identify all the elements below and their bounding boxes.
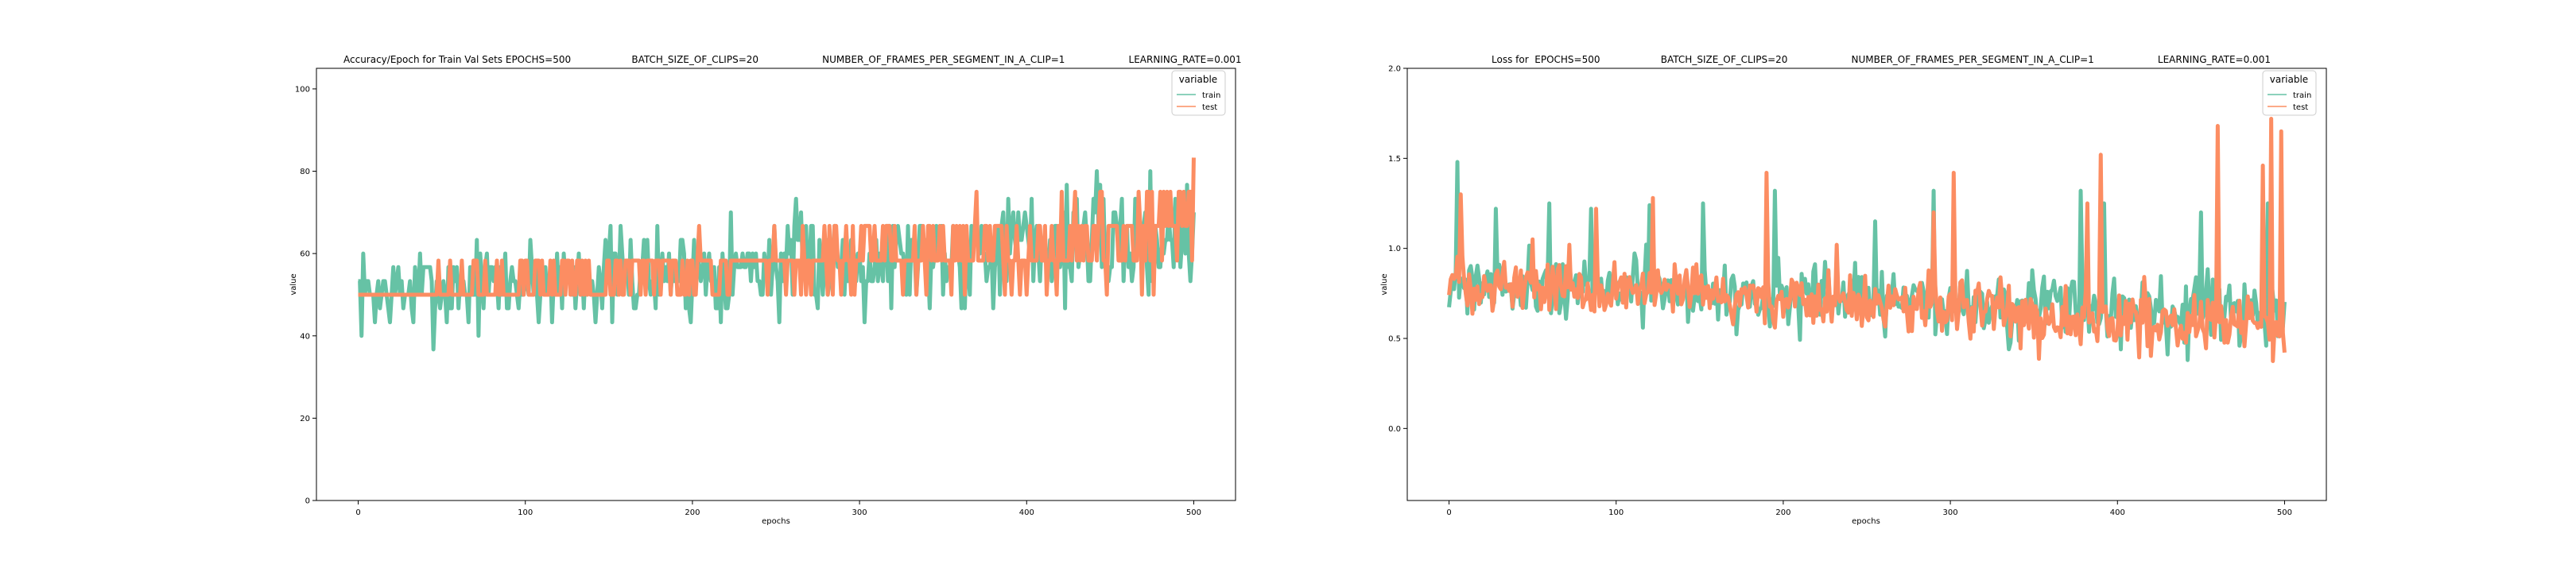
y-tick-label: 80 [300, 168, 310, 176]
x-tick-label: 0 [355, 508, 360, 517]
y-tick-label: 60 [300, 250, 310, 259]
x-axis-label: epochs [762, 517, 790, 526]
legend-box [1171, 70, 1226, 116]
y-tick-label: 40 [300, 332, 310, 341]
x-tick-label: 300 [852, 508, 867, 517]
x-tick-label: 200 [685, 508, 700, 517]
axes-frame [1406, 68, 2327, 501]
legend-item-train: train [2293, 91, 2311, 100]
x-tick-label: 100 [1608, 508, 1624, 517]
legend: variable train test [2262, 70, 2317, 116]
x-tick-label: 0 [1446, 508, 1451, 517]
y-tick-label: 0.5 [1388, 335, 1401, 344]
x-tick-label: 400 [1019, 508, 1034, 517]
axis-ticks: 0 100 200 300 400 500 0 20 40 60 80 100 [295, 85, 1201, 517]
x-tick-label: 500 [2277, 508, 2292, 517]
series-line-test [358, 157, 1196, 297]
legend-title: variable [2270, 74, 2308, 85]
x-tick-label: 400 [2110, 508, 2125, 517]
y-tick-label: 0.0 [1388, 425, 1401, 434]
x-tick-label: 100 [518, 508, 533, 517]
axis-ticks: 0 100 200 300 400 500 0.0 0.5 1.0 1.5 2.0 [1388, 65, 2292, 518]
axes-frame [316, 68, 1236, 501]
y-tick-label: 1.0 [1388, 245, 1401, 253]
x-tick-label: 200 [1775, 508, 1790, 517]
y-axis-label: value [1380, 273, 1389, 295]
y-tick-label: 20 [300, 415, 310, 423]
legend-item-test: test [1202, 103, 1217, 112]
loss-chart: Loss for EPOCHS=500 BATCH_SIZE_OF_CLIPS=… [1380, 54, 2327, 526]
legend-item-test: test [2293, 103, 2308, 112]
chart-title: Accuracy/Epoch for Train Val Sets EPOCHS… [343, 54, 1242, 65]
accuracy-chart: Accuracy/Epoch for Train Val Sets EPOCHS… [289, 54, 1242, 526]
y-tick-label: 2.0 [1388, 65, 1401, 74]
y-tick-label: 1.5 [1388, 155, 1401, 164]
y-tick-label: 0 [305, 497, 310, 506]
legend-title: variable [1179, 74, 1217, 85]
x-tick-label: 300 [1943, 508, 1958, 517]
x-axis-label: epochs [1852, 517, 1880, 526]
plot-lines [358, 157, 1196, 352]
y-tick-label: 100 [295, 85, 310, 94]
legend-item-train: train [1202, 91, 1220, 100]
x-tick-label: 500 [1186, 508, 1201, 517]
series-line-test [1447, 116, 2287, 364]
y-axis-label: value [289, 273, 298, 295]
legend-box [2262, 70, 2317, 116]
chart-title: Loss for EPOCHS=500 BATCH_SIZE_OF_CLIPS=… [1492, 54, 2271, 65]
plot-lines [1447, 116, 2287, 364]
legend: variable train test [1171, 70, 1226, 116]
